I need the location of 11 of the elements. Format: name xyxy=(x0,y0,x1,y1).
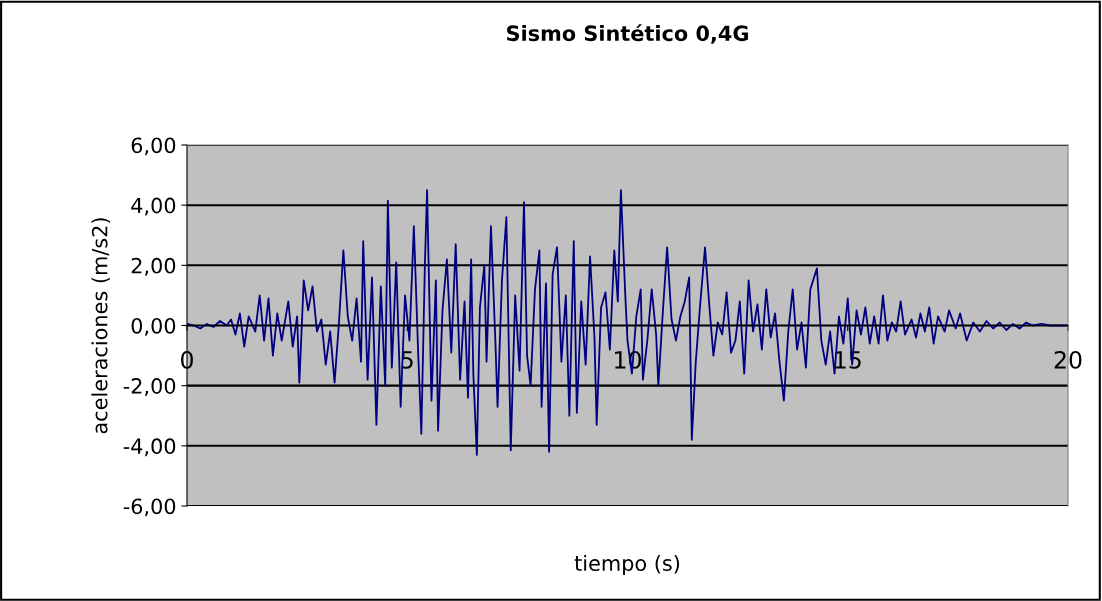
y-axis-title: aceleraciones (m/s2) xyxy=(91,218,110,434)
y-tick-label: 0,00 xyxy=(131,317,176,336)
y-tick-label: -2,00 xyxy=(123,378,176,396)
y-tick-label: -4,00 xyxy=(123,438,176,457)
x-axis-title: tiempo (s) xyxy=(574,554,680,576)
chart-title: Sismo Sintético 0,4G xyxy=(507,24,748,44)
y-tick-label: 4,00 xyxy=(131,197,176,216)
y-tick-label: 2,00 xyxy=(131,257,176,276)
x-tick-label: 20 xyxy=(1054,350,1082,369)
y-tick-label: 6,00 xyxy=(131,137,176,156)
y-tick-label: -6,00 xyxy=(123,498,176,517)
